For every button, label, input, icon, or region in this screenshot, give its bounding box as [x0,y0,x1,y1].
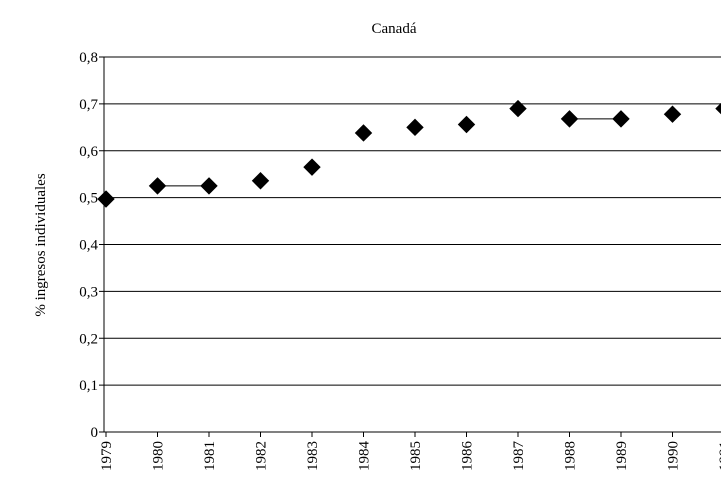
y-tick-label: 0 [91,425,99,441]
data-point [457,115,476,134]
x-tick-label: 1986 [460,441,476,472]
data-point [200,177,218,195]
data-point [148,177,167,195]
data-point [97,190,115,208]
y-tick-label: 0,6 [79,144,98,160]
x-tick-label: 1983 [305,441,321,471]
x-tick-label: 1988 [563,441,579,471]
y-tick-label: 0,4 [79,238,98,254]
data-points [97,99,721,208]
data-point [406,118,424,137]
x-tick-label: 1982 [254,441,270,471]
y-tick-label: 0,1 [79,378,98,394]
x-tick-label: 1989 [614,441,630,471]
x-tick-label: 1987 [511,441,527,472]
y-tick-label: 0,5 [79,191,98,207]
x-tick-label: 1979 [99,441,115,471]
y-tick-labels: 0 0,1 0,2 0,3 0,4 0,5 0,6 0,7 0,8 [79,50,98,441]
data-point [251,172,270,190]
x-tick-label: 1981 [202,441,218,471]
data-point [715,102,721,115]
x-tick-label: 1984 [357,441,373,472]
x-tick-label: 1985 [408,441,424,471]
x-tick-labels: 1979 1980 1981 1982 1983 1984 1985 1986 1987 1988… [99,441,721,472]
axes [99,56,673,437]
chart-title: Canadá [372,21,417,37]
y-tick-label: 0,8 [79,50,98,66]
x-tick-label: 1980 [151,441,167,471]
connector-lines [157,118,621,187]
y-tick-label: 0,3 [79,284,98,300]
y-tick-label: 0,7 [79,97,98,113]
x-tick-label: 1990 [666,441,682,471]
data-point [509,99,527,118]
y-axis-label: % ingresos individuales [33,173,49,316]
data-point [663,105,682,123]
gridlines [104,56,721,433]
data-point [612,110,630,128]
data-point [354,124,373,142]
data-point [303,158,321,176]
data-point [560,110,579,128]
x-tick-label: 1991 [717,441,721,471]
y-tick-label: 0,2 [79,331,98,347]
